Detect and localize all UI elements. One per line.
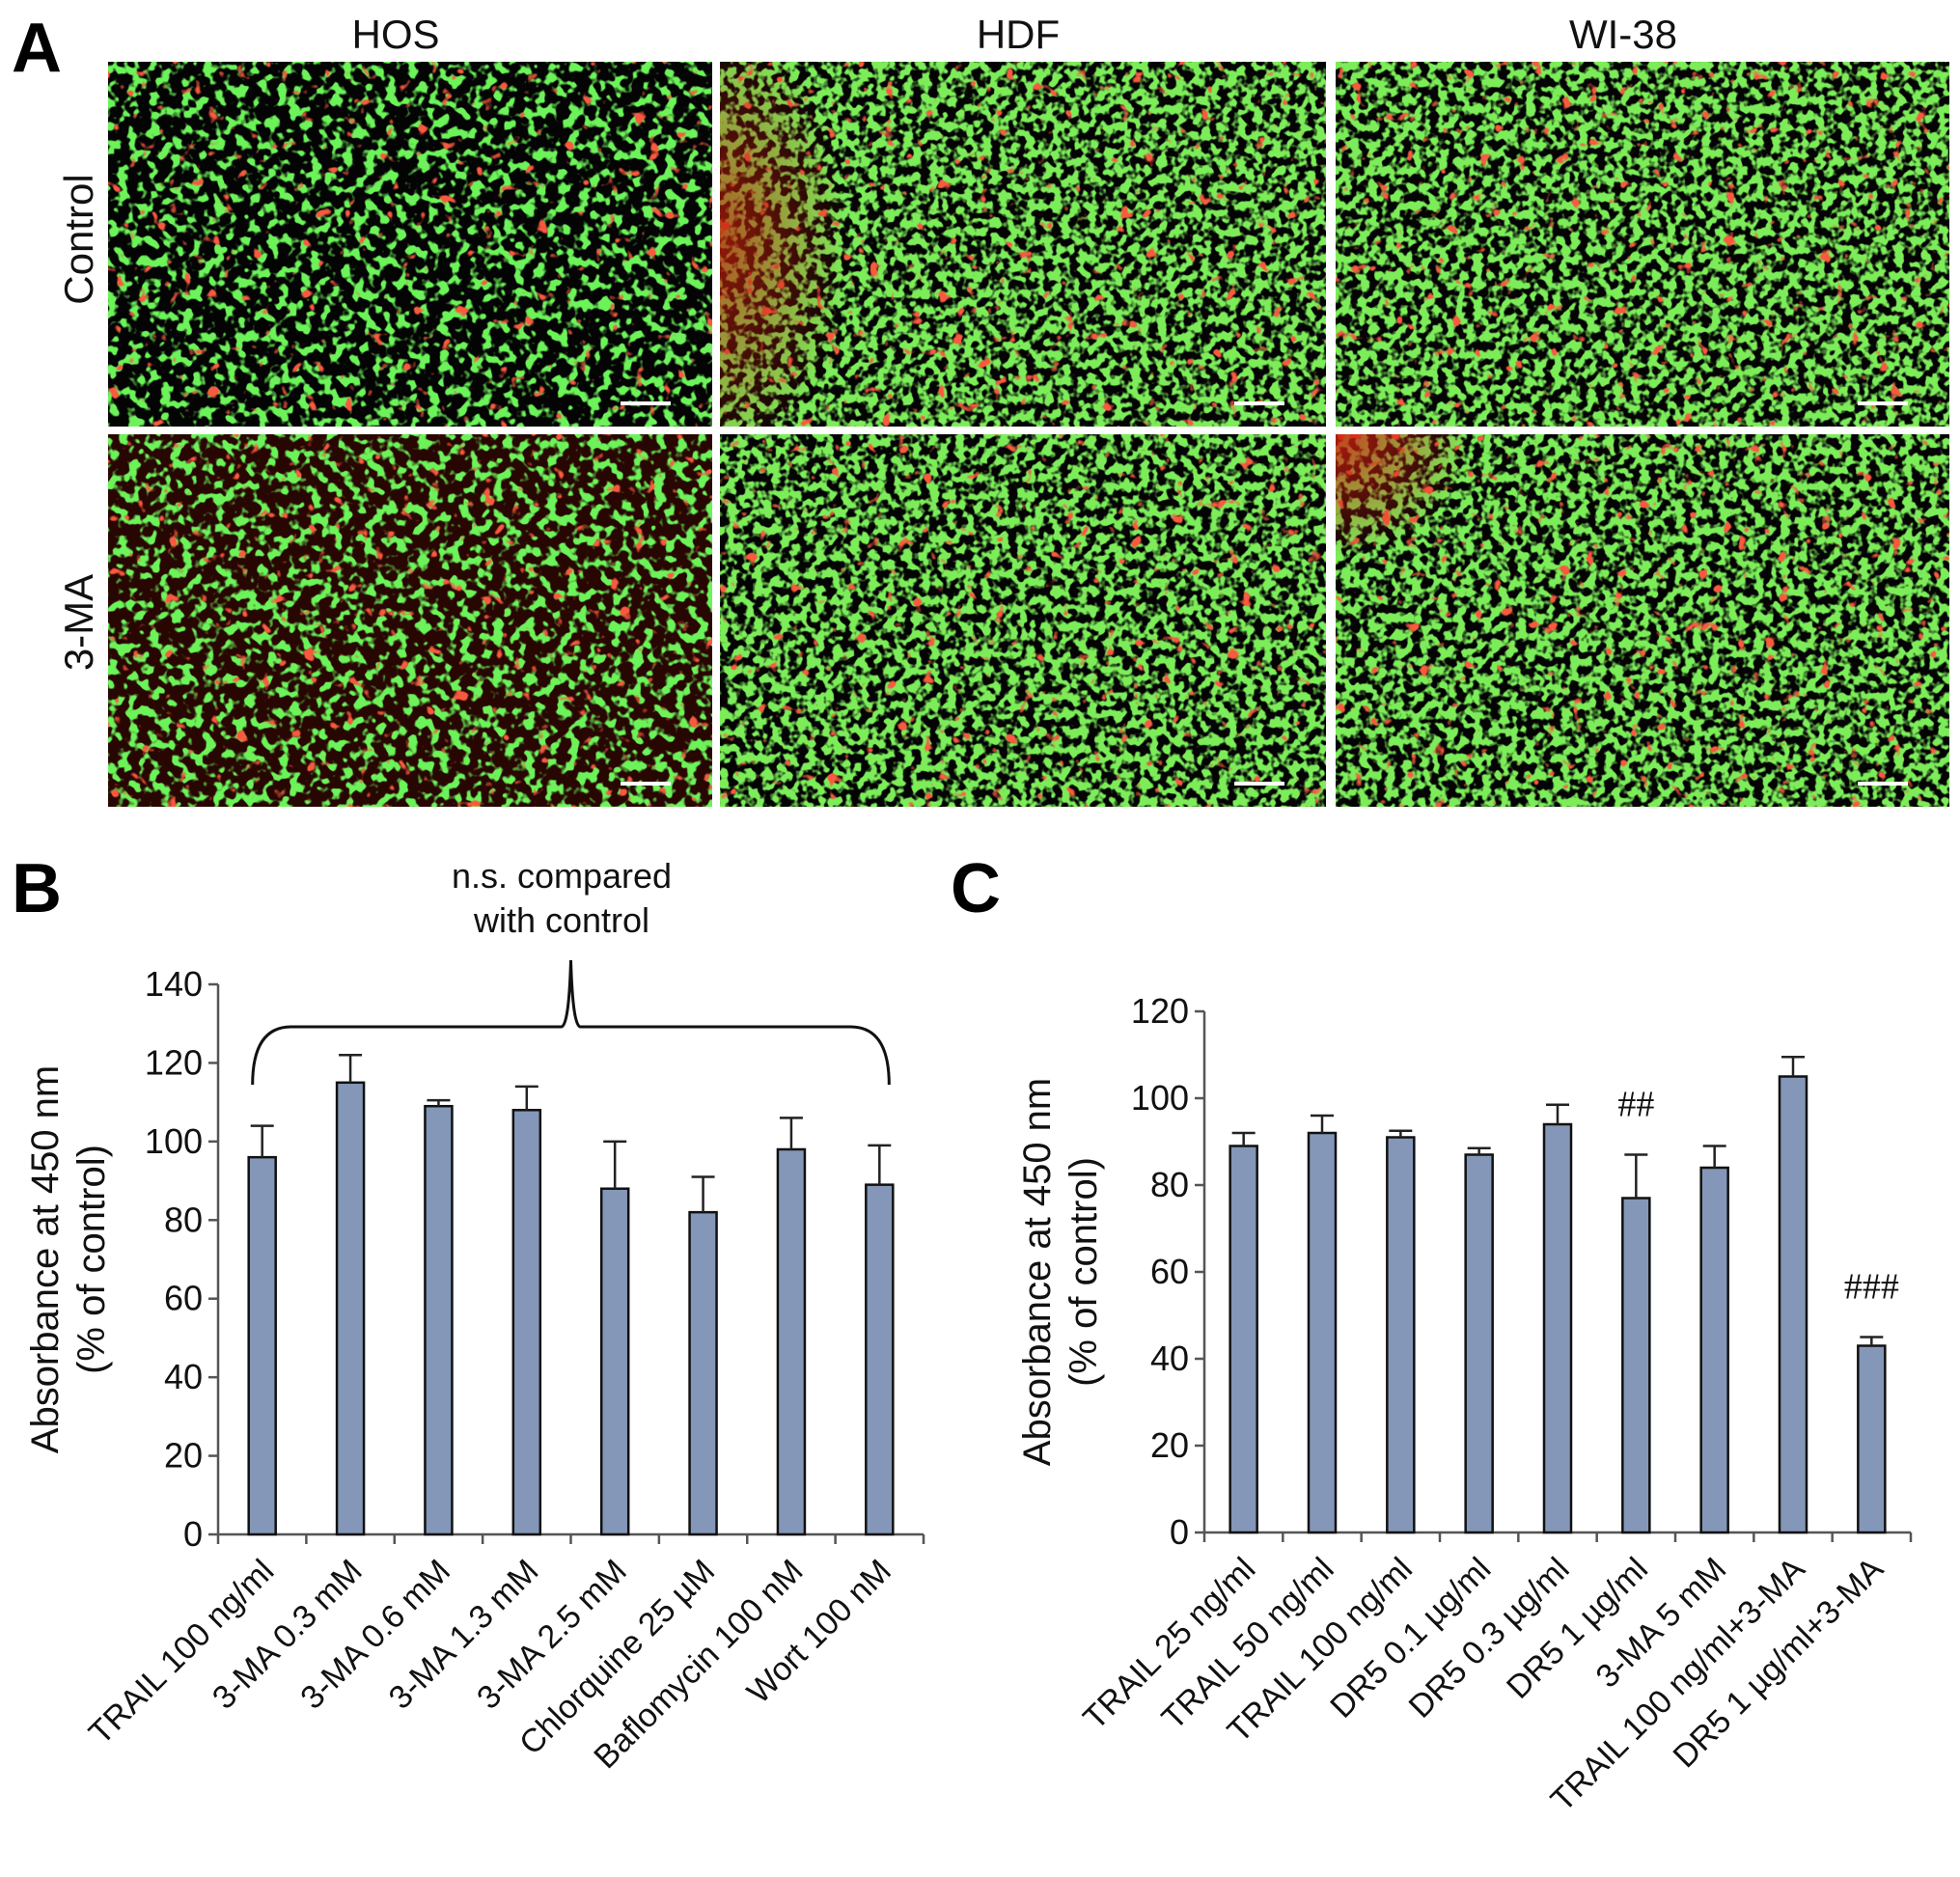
bar [1307, 1131, 1338, 1534]
micrograph-panel [720, 62, 1326, 427]
y-tick-label: 20 [1150, 1425, 1189, 1465]
scale-bar [1234, 401, 1284, 405]
bar [1699, 1166, 1729, 1534]
y-tick-label: 0 [1170, 1512, 1189, 1552]
bar [1778, 1075, 1808, 1534]
scale-bar [621, 782, 671, 786]
bar [1857, 1344, 1887, 1534]
micrograph-panel [1336, 434, 1949, 807]
bar [511, 1109, 542, 1536]
row-header: Control [56, 174, 101, 304]
y-tick-label: 20 [164, 1436, 203, 1476]
bar [688, 1210, 718, 1536]
panel-b-letter: B [12, 850, 62, 927]
bar [1386, 1136, 1416, 1534]
bar [247, 1155, 277, 1536]
scale-bar [1234, 782, 1284, 786]
panel-a-letter: A [12, 10, 62, 87]
y-tick-label: 80 [164, 1200, 203, 1239]
y-tick-label: 0 [183, 1514, 203, 1554]
y-axis-label: Absorbance at 450 nm (% of control) [24, 1065, 113, 1453]
bar [1228, 1145, 1258, 1534]
row-header: 3-MA [56, 574, 101, 671]
micrograph-panel [108, 434, 712, 807]
annotation: n.s. compared with control [452, 856, 672, 940]
scale-bar [621, 401, 671, 405]
bar [335, 1081, 366, 1536]
column-header: HOS [351, 12, 439, 57]
y-tick-label: 40 [1150, 1339, 1189, 1378]
y-tick-label: 100 [1131, 1078, 1189, 1118]
bar [1621, 1197, 1651, 1534]
bar [1542, 1122, 1573, 1534]
chart-b: 0 20 40 60 80 100 120 140 Absorbance at 450 nm (%… [24, 856, 925, 1776]
column-header: WI-38 [1569, 12, 1677, 57]
significance-marker: ### [1844, 1267, 1899, 1308]
y-tick-label: 60 [164, 1279, 203, 1318]
bar [599, 1187, 630, 1536]
scale-bar [1858, 782, 1908, 786]
y-tick-label: 40 [164, 1357, 203, 1396]
chart-c: 0 20 40 60 80 100 120 Absorbance at 450 nm (% of… [1016, 991, 1913, 1819]
y-axis-label: Absorbance at 450 nm (% of control) [1016, 1078, 1105, 1466]
column-header: HDF [977, 12, 1060, 57]
panel-a-micrographs: HOS HDF WI-38 Control 3-MA [56, 12, 1949, 807]
micrograph-panel [720, 434, 1326, 807]
bar [424, 1104, 454, 1536]
y-tick-label: 120 [1131, 991, 1189, 1031]
scale-bar [1858, 401, 1908, 405]
bar [865, 1183, 895, 1536]
y-tick-label: 60 [1150, 1252, 1189, 1291]
panel-c-letter: C [951, 850, 1001, 927]
y-tick-label: 140 [145, 964, 203, 1004]
bar [776, 1147, 807, 1536]
comparison-brace [251, 959, 891, 1086]
significance-marker: ## [1617, 1085, 1654, 1125]
bar [1464, 1153, 1494, 1534]
micrograph-panel [1336, 62, 1949, 427]
micrograph-panel [108, 62, 712, 427]
y-tick-label: 80 [1150, 1165, 1189, 1204]
y-tick-label: 100 [145, 1121, 203, 1161]
y-tick-label: 120 [145, 1042, 203, 1082]
